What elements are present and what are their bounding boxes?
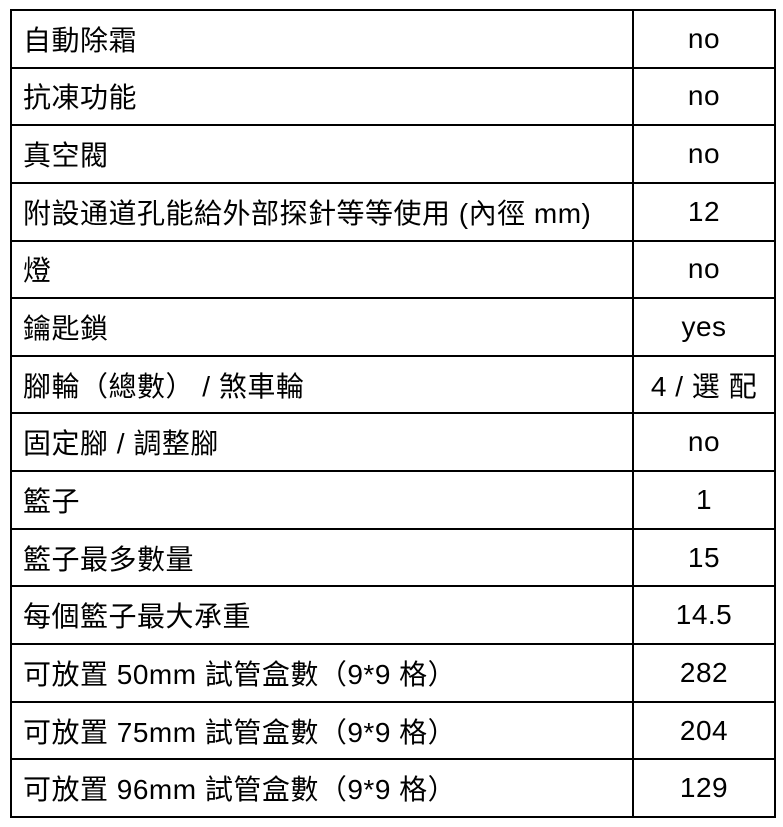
table-row: 鑰匙鎖 yes [10,297,776,357]
spec-value-boxes-96mm: 129 [632,758,776,818]
spec-label-vacuum-valve: 真空閥 [10,124,634,184]
table-row: 每個籃子最大承重 14.5 [10,585,776,646]
table-row: 固定腳 / 調整腳 no [10,412,776,473]
spec-value-anti-freeze: no [632,66,776,127]
spec-value-light: no [632,239,776,300]
spec-value-vacuum-valve: no [632,124,776,184]
spec-label-access-port: 附設通道孔能給外部探針等等使用 (內徑 mm) [10,181,634,242]
table-row: 可放置 50mm 試管盒數（9*9 格） 282 [10,643,776,703]
spec-label-key-lock: 鑰匙鎖 [10,297,634,357]
spec-value-key-lock: yes [632,297,776,357]
table-row: 腳輪（總數） / 煞車輪 4 / 選 配 [10,354,776,415]
spec-value-casters: 4 / 選 配 [632,354,776,415]
table-row: 真空閥 no [10,124,776,184]
table-row: 可放置 75mm 試管盒數（9*9 格） 204 [10,700,776,761]
spec-value-max-baskets: 15 [632,527,776,588]
spec-value-access-port: 12 [632,181,776,242]
spec-label-anti-freeze: 抗凍功能 [10,66,634,127]
spec-label-baskets: 籃子 [10,470,634,530]
spec-value-boxes-50mm: 282 [632,643,776,703]
spec-label-fixed-feet: 固定腳 / 調整腳 [10,412,634,473]
table-row: 可放置 96mm 試管盒數（9*9 格） 129 [10,758,776,818]
table-row: 抗凍功能 no [10,66,776,127]
spec-label-max-baskets: 籃子最多數量 [10,527,634,588]
spec-value-boxes-75mm: 204 [632,700,776,761]
table-row: 籃子最多數量 15 [10,527,776,588]
table-row: 籃子 1 [10,470,776,530]
spec-label-boxes-50mm: 可放置 50mm 試管盒數（9*9 格） [10,643,634,703]
table-row: 燈 no [10,239,776,300]
spec-value-fixed-feet: no [632,412,776,473]
table-row: 附設通道孔能給外部探針等等使用 (內徑 mm) 12 [10,181,776,242]
spec-label-basket-load: 每個籃子最大承重 [10,585,634,646]
spec-label-light: 燈 [10,239,634,300]
spec-value-auto-defrost: no [632,9,776,69]
spec-label-auto-defrost: 自動除霜 [10,9,634,69]
spec-table: 自動除霜 no 抗凍功能 no 真空閥 no 附設通道孔能給外部探針等等使用 (… [10,9,776,818]
spec-label-boxes-75mm: 可放置 75mm 試管盒數（9*9 格） [10,700,634,761]
spec-label-casters: 腳輪（總數） / 煞車輪 [10,354,634,415]
table-row: 自動除霜 no [10,9,776,69]
spec-value-basket-load: 14.5 [632,585,776,646]
spec-value-baskets: 1 [632,470,776,530]
spec-label-boxes-96mm: 可放置 96mm 試管盒數（9*9 格） [10,758,634,818]
